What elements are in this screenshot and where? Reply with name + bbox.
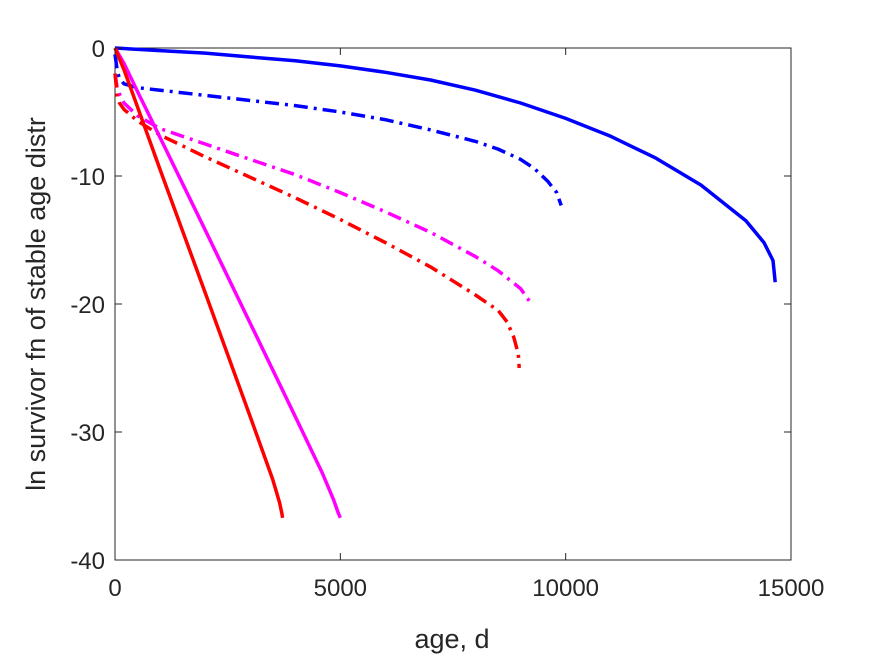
ticks-layer: 0 5000 10000 15000 0 -10 -20 -30 -40	[70, 36, 824, 602]
series-line-2	[113, 54, 563, 206]
series-layer	[113, 46, 777, 519]
x-tick-label: 10000	[532, 575, 599, 602]
x-tick-label: 15000	[758, 575, 825, 602]
y-tick-label: -40	[70, 548, 105, 575]
series-line-4	[113, 73, 521, 369]
series-line-6	[113, 47, 285, 519]
y-tick-label: -20	[70, 292, 105, 319]
x-axis-label: age, d	[414, 624, 489, 654]
series-line-1	[114, 46, 777, 283]
x-tick-label: 0	[108, 575, 121, 602]
series-line-5	[113, 47, 342, 519]
y-axis-label: ln survivor fn of stable age distr	[21, 117, 51, 491]
y-tick-label: -30	[70, 420, 105, 447]
y-tick-label: -10	[70, 164, 105, 191]
x-tick-label: 5000	[314, 575, 367, 602]
y-tick-label: 0	[92, 36, 105, 63]
series-line-3	[113, 73, 532, 303]
